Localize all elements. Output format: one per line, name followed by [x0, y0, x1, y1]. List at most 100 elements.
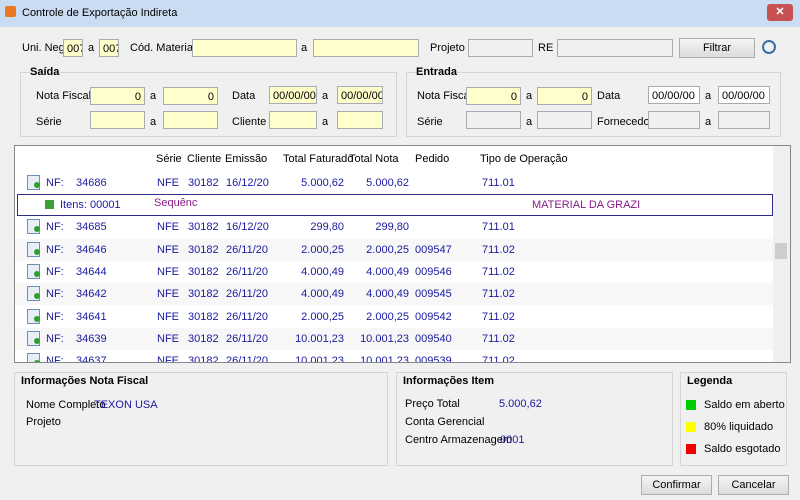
total-faturado: 5.000,62	[301, 177, 344, 189]
input[interactable]: 00/00/00	[269, 86, 317, 104]
cliente: 30182	[188, 332, 219, 345]
label: Série	[417, 116, 443, 128]
close-button[interactable]: ✕	[767, 4, 793, 21]
item-seq: Sequênc	[154, 197, 198, 210]
input[interactable]	[163, 111, 218, 129]
nf-row[interactable]: NF: 34642 NFE 30182 26/11/20 4.000,49 4.000,49…	[15, 283, 773, 306]
emissao: 26/11/20	[226, 265, 269, 278]
value: 5.000,62	[499, 398, 542, 410]
status-dot	[34, 248, 40, 255]
tree-icon	[45, 200, 54, 210]
input[interactable]	[537, 111, 592, 129]
input[interactable]	[269, 111, 317, 129]
input[interactable]	[468, 39, 533, 57]
input[interactable]: 0	[466, 87, 521, 105]
nf-row[interactable]: NF: 34637 NFE 30182 26/11/20 10.001,23 10.001,…	[15, 350, 773, 363]
cancel-button[interactable]: Cancelar	[718, 475, 789, 495]
title-bar	[0, 0, 800, 27]
total-nota: 2.000,25	[366, 310, 409, 323]
input[interactable]	[313, 39, 419, 57]
label: Uni. Neg.	[22, 42, 68, 54]
legend-label: Saldo esgotado	[704, 443, 781, 455]
nf-label: NF:	[46, 355, 64, 363]
label: a	[150, 90, 157, 102]
nf-label: NF:	[46, 332, 64, 345]
label: Data	[597, 90, 621, 102]
confirm-button[interactable]: Confirmar	[641, 475, 712, 495]
nf-row[interactable]: NF: 34685 NFE 30182 16/12/20 299,80 299,80 711.…	[15, 216, 773, 239]
input[interactable]: 0	[537, 87, 592, 105]
total-nota: 4.000,49	[366, 265, 409, 278]
tipo: 711.02	[482, 265, 515, 278]
input[interactable]: 00/00/00	[648, 86, 700, 104]
pedido: 009545	[415, 288, 452, 301]
panel	[680, 372, 787, 466]
pedido: 009542	[415, 310, 452, 323]
label: a	[526, 90, 533, 102]
label: Nome Completo	[26, 399, 106, 411]
emissao: 26/11/20	[226, 310, 269, 323]
input[interactable]	[648, 111, 700, 129]
emissao: 16/12/20	[226, 221, 269, 234]
nf-number: 34642	[76, 288, 107, 301]
input[interactable]	[192, 39, 297, 57]
input[interactable]: 007	[63, 39, 83, 57]
tipo: 711.02	[482, 332, 515, 345]
input[interactable]	[337, 111, 383, 129]
nf-row[interactable]: NF: 34686 NFE 30182 16/12/20 5.000,62 5.000,62…	[15, 172, 773, 194]
legend-label: 80% liquidado	[704, 421, 774, 433]
total-nota: 5.000,62	[366, 177, 409, 189]
column-header: Série	[156, 153, 182, 165]
input[interactable]: 00/00/00	[337, 86, 383, 104]
filter-button[interactable]: Filtrar	[679, 38, 755, 58]
input[interactable]	[557, 39, 673, 57]
pedido: 009539	[415, 355, 452, 363]
tipo: 711.01	[482, 221, 515, 234]
status-dot	[34, 270, 40, 277]
panel-title: Legenda	[687, 375, 733, 387]
group-title: Entrada	[416, 64, 457, 80]
legend-label: Saldo em aberto	[704, 399, 785, 411]
total-faturado: 4.000,49	[301, 288, 344, 301]
emissao: 26/11/20	[226, 355, 269, 363]
input[interactable]	[466, 111, 521, 129]
label: a	[88, 42, 95, 54]
input[interactable]	[718, 111, 770, 129]
scroll-thumb[interactable]	[775, 243, 787, 259]
total-nota: 299,80	[375, 221, 409, 234]
input[interactable]: 007	[99, 39, 119, 57]
serie: NFE	[157, 288, 179, 301]
nf-row[interactable]: NF: 34644 NFE 30182 26/11/20 4.000,49 4.000,49…	[15, 260, 773, 283]
input[interactable]: 0	[163, 87, 218, 105]
serie: NFE	[157, 265, 179, 278]
total-nota: 10.001,23	[360, 332, 409, 345]
serie: NFE	[157, 355, 179, 363]
tipo: 711.02	[482, 288, 515, 301]
label: a	[322, 90, 329, 102]
serie: NFE	[157, 221, 179, 234]
tipo: 711.02	[482, 243, 515, 256]
nf-row[interactable]: NF: 34646 NFE 30182 26/11/20 2.000,25 2.000,25…	[15, 238, 773, 261]
label: Nota Fiscal	[417, 90, 473, 102]
column-header: Cliente	[187, 153, 222, 165]
total-faturado: 4.000,49	[301, 265, 344, 278]
zoom-icon[interactable]	[762, 40, 776, 54]
status-dot	[34, 293, 40, 300]
cliente: 30182	[188, 177, 219, 189]
nf-row[interactable]: NF: 34639 NFE 30182 26/11/20 10.001,23 10.001,…	[15, 327, 773, 350]
input[interactable]	[90, 111, 145, 129]
input[interactable]: 0	[90, 87, 145, 105]
label: Série	[36, 116, 62, 128]
label: Cód. Material	[130, 42, 196, 54]
cliente: 30182	[188, 310, 219, 323]
cliente: 30182	[188, 265, 219, 278]
serie: NFE	[157, 332, 179, 345]
item-id: Itens: 00001	[60, 199, 121, 212]
nf-row[interactable]: NF: 34641 NFE 30182 26/11/20 2.000,25 2.000,25…	[15, 305, 773, 328]
cliente: 30182	[188, 288, 219, 301]
label: Projeto	[26, 416, 61, 428]
group-title: Saída	[30, 64, 60, 80]
input[interactable]: 00/00/00	[718, 86, 770, 104]
nf-number: 34641	[76, 310, 107, 323]
nf-label: NF:	[46, 265, 64, 278]
